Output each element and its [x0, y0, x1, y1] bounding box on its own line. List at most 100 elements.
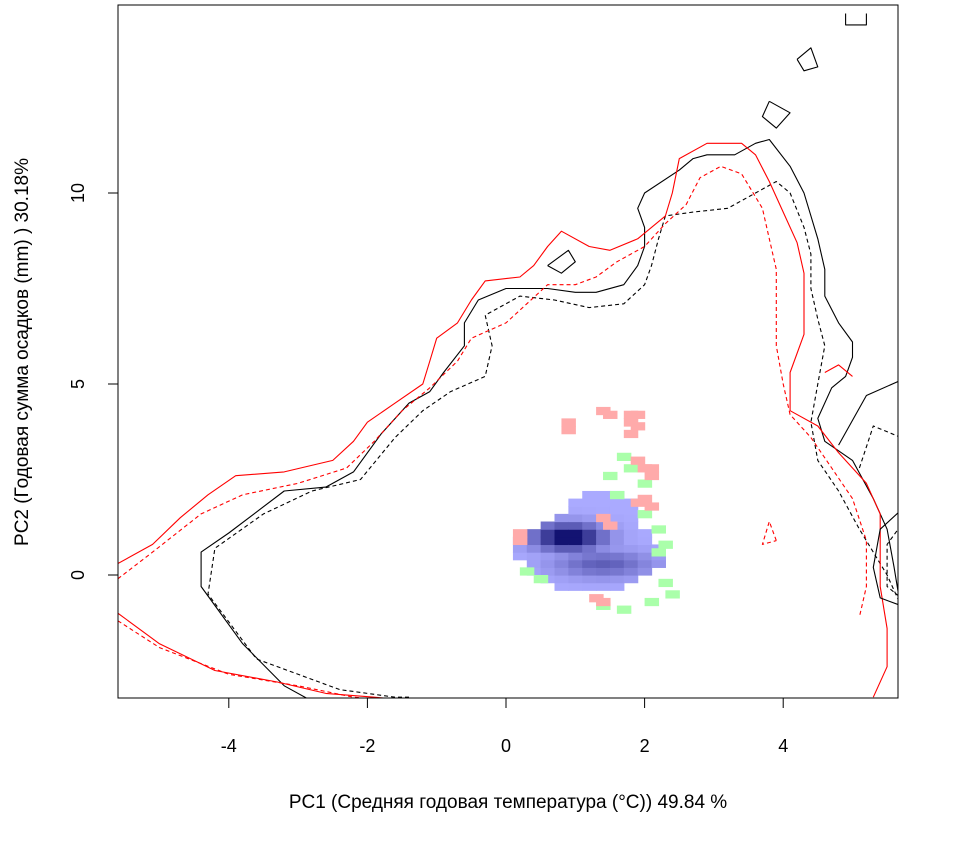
density-cell-blue	[596, 559, 611, 568]
density-cell-blue	[568, 529, 583, 538]
density-cell-blue	[623, 544, 639, 553]
density-cell-blue	[582, 582, 597, 591]
density-cell-pink	[512, 536, 528, 546]
density-cell-blue	[568, 506, 583, 515]
density-cell-blue	[540, 521, 556, 530]
density-cell-green	[637, 510, 653, 519]
density-cell-blue	[637, 536, 653, 546]
density-cell-green	[519, 567, 535, 576]
density-cell-blue	[623, 529, 639, 538]
plot-frame	[117, 4, 899, 699]
density-cell-pink	[603, 521, 618, 530]
black-contour-solid	[872, 512, 898, 606]
density-cell-blue	[623, 559, 639, 568]
density-cell-green	[651, 548, 666, 557]
density-cell-pink	[630, 422, 646, 431]
density-cell-blue	[568, 536, 583, 546]
density-cell-blue	[609, 559, 625, 568]
density-cell-pink	[603, 410, 618, 419]
density-cell-green	[644, 597, 660, 607]
density-cell-blue	[596, 552, 611, 561]
density-cell-blue	[596, 490, 611, 500]
density-cell-blue	[596, 498, 611, 507]
black-contour-solid	[838, 380, 898, 446]
density-cell-pink	[512, 529, 528, 538]
density-cell-blue	[637, 559, 653, 568]
density-cell-blue	[651, 559, 666, 568]
density-cell-blue	[623, 513, 639, 523]
density-cell-pink	[623, 429, 639, 439]
x-axis-title: PC1 (Средняя годовая температура (°C)) 4…	[289, 792, 727, 813]
density-cell-blue	[568, 498, 583, 507]
density-cell-blue	[582, 498, 597, 507]
density-cell-blue	[554, 559, 569, 568]
density-cell-blue	[582, 567, 597, 576]
density-cell-blue	[554, 536, 569, 546]
density-cell-blue	[526, 552, 542, 561]
density-cell-blue	[568, 567, 583, 576]
density-cell-green	[603, 471, 618, 481]
red-contour-dashed	[761, 520, 777, 545]
black-contour-solid	[796, 47, 819, 72]
density-cell-blue	[623, 552, 639, 561]
density-cell-blue	[637, 529, 653, 538]
density-cell-blue	[609, 567, 625, 576]
density-cell-blue	[637, 544, 653, 553]
density-cell-blue	[526, 529, 542, 538]
black-contour-dashed	[886, 528, 898, 597]
density-cell-blue	[609, 575, 625, 584]
x-axis: -4 -2 0 2 4	[221, 697, 788, 756]
red-contour-solid	[824, 364, 853, 377]
density-cell-blue	[582, 521, 597, 530]
density-cell-blue	[568, 544, 583, 553]
x-tick-label: 0	[501, 736, 511, 756]
density-cell-blue	[596, 582, 611, 591]
density-cell-blue	[554, 529, 569, 538]
density-cell-blue	[582, 536, 597, 546]
density-cell-green	[665, 590, 680, 599]
density-cell-blue	[609, 552, 625, 561]
black-contour-dashed	[207, 180, 898, 698]
density-cell-blue	[609, 498, 625, 507]
red-contour-solid	[118, 142, 888, 698]
density-cell-blue	[568, 575, 583, 584]
density-cell-blue	[554, 521, 569, 530]
density-cell-blue	[582, 552, 597, 561]
density-cell-blue	[596, 544, 611, 553]
density-cell-blue	[609, 544, 625, 553]
x-tick-label: 2	[640, 736, 650, 756]
density-cell-blue	[554, 567, 569, 576]
density-cell-pink	[644, 471, 660, 481]
density-cell-green	[623, 464, 639, 473]
density-cell-blue	[526, 544, 542, 553]
density-cell-blue	[582, 529, 597, 538]
density-cell-blue	[554, 575, 569, 584]
density-cell-blue	[554, 582, 569, 591]
density-cell-blue	[623, 575, 639, 584]
density-cell-blue	[568, 552, 583, 561]
density-cell-blue	[582, 490, 597, 500]
density-cell-blue	[540, 559, 556, 568]
black-contour-solid	[547, 249, 576, 274]
density-cell-blue	[623, 506, 639, 515]
density-cell-blue	[540, 567, 556, 576]
black-contour-solid	[200, 138, 898, 698]
red-contour-solid	[118, 612, 389, 698]
density-cell-blue	[623, 521, 639, 530]
density-cell-pink	[596, 513, 611, 523]
density-cell-blue	[554, 513, 569, 523]
density-cell-pink	[561, 418, 576, 427]
density-cell-blue	[596, 529, 611, 538]
density-cell-green	[533, 575, 549, 584]
density-cell-blue	[540, 552, 556, 561]
red-contour-dashed	[118, 165, 867, 618]
density-cell-blue	[609, 513, 625, 523]
density-cell-blue	[512, 552, 528, 561]
density-cell-pink	[644, 502, 660, 511]
density-cell-blue	[637, 567, 653, 576]
density-cell-blue	[526, 559, 542, 568]
density-cell-green	[609, 490, 625, 500]
density-cell-pink	[630, 498, 646, 507]
red-contour-dashed	[118, 620, 368, 698]
